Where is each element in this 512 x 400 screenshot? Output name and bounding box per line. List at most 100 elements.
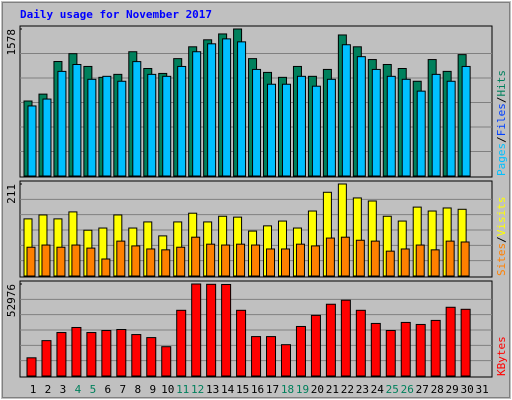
- x-tick-label: 2: [45, 383, 52, 396]
- bar: [102, 75, 112, 177]
- bar: [325, 237, 335, 277]
- bar: [280, 248, 290, 277]
- bar: [42, 98, 52, 177]
- x-tick-label: 20: [311, 383, 324, 396]
- bar: [415, 323, 426, 377]
- bar: [281, 83, 291, 177]
- bar: [206, 243, 216, 277]
- legend-separator: /: [495, 136, 508, 143]
- bar: [161, 346, 172, 377]
- bar: [371, 68, 381, 177]
- x-tick-label: 5: [90, 383, 97, 396]
- bar: [26, 246, 36, 277]
- bar: [41, 244, 51, 277]
- bar: [401, 78, 411, 177]
- x-tick-label: 23: [356, 383, 369, 396]
- bar: [222, 38, 232, 177]
- bar: [191, 283, 202, 377]
- x-tick-label: 1: [30, 383, 37, 396]
- bar: [27, 105, 37, 177]
- bar: [207, 43, 217, 177]
- bar: [267, 83, 277, 177]
- x-tick-label: 31: [475, 383, 488, 396]
- bar: [400, 321, 411, 377]
- x-tick-label: 8: [134, 383, 141, 396]
- bar: [460, 308, 471, 377]
- x-tick-label: 3: [60, 383, 67, 396]
- bar: [325, 303, 336, 377]
- bar: [341, 44, 351, 177]
- bar: [251, 244, 261, 277]
- bar: [146, 337, 157, 377]
- bar: [266, 248, 276, 277]
- bar: [355, 239, 365, 277]
- bar: [206, 283, 217, 377]
- legend-entry: Files: [495, 103, 508, 136]
- bar: [370, 240, 380, 277]
- bar: [310, 314, 321, 377]
- bar: [311, 85, 321, 177]
- bar: [296, 75, 306, 177]
- x-tick-label: 10: [161, 383, 174, 396]
- bar: [415, 244, 425, 277]
- bar: [251, 336, 262, 377]
- bar: [132, 61, 142, 177]
- bar: [161, 249, 171, 277]
- bar: [430, 249, 440, 277]
- bar: [87, 78, 97, 177]
- bar: [310, 245, 320, 277]
- x-tick-label: 7: [120, 383, 127, 396]
- legend: Sites/Visits: [495, 197, 508, 277]
- bar: [131, 334, 142, 377]
- bar: [280, 344, 291, 377]
- bar: [340, 236, 350, 277]
- x-tick-label: 4: [75, 383, 82, 396]
- bar: [340, 299, 351, 377]
- x-tick-label: 17: [266, 383, 279, 396]
- legend: Pages/Files/Hits: [495, 70, 508, 176]
- bar: [56, 246, 66, 277]
- x-tick-label: 24: [371, 383, 385, 396]
- legend-entry: Pages: [495, 143, 508, 176]
- bar: [177, 65, 187, 177]
- x-tick-label: 16: [251, 383, 264, 396]
- bar: [71, 244, 81, 277]
- x-tick-label: 22: [341, 383, 354, 396]
- chart-title: Daily usage for November 2017: [20, 8, 212, 21]
- x-tick-label: 18: [281, 383, 294, 396]
- bar: [385, 330, 396, 377]
- bar: [460, 241, 470, 277]
- bar: [461, 65, 471, 177]
- legend-entry: Hits: [495, 70, 508, 97]
- bar: [266, 336, 277, 377]
- y-tick-label: 1578: [5, 29, 18, 56]
- x-tick-label: 30: [461, 383, 474, 396]
- bar: [386, 75, 396, 177]
- bar: [117, 80, 127, 177]
- legend-entry: KBytes: [495, 336, 508, 376]
- bar: [430, 319, 441, 377]
- x-tick-label: 26: [401, 383, 414, 396]
- x-tick-label: 19: [296, 383, 309, 396]
- x-tick-label: 11: [176, 383, 189, 396]
- bar: [57, 70, 67, 177]
- bar: [192, 51, 202, 177]
- bar: [400, 248, 410, 277]
- bar: [176, 309, 187, 377]
- bar: [295, 243, 305, 277]
- bar: [221, 244, 231, 277]
- x-tick-label: 21: [326, 383, 339, 396]
- x-tick-label: 27: [416, 383, 429, 396]
- bar: [101, 258, 111, 277]
- bar: [162, 75, 172, 177]
- bar: [370, 322, 381, 377]
- bar: [41, 340, 52, 377]
- bar: [385, 250, 395, 277]
- legend-entry: Visits: [495, 197, 508, 237]
- bar: [116, 240, 126, 277]
- x-tick-label: 15: [236, 383, 249, 396]
- bar: [326, 78, 336, 177]
